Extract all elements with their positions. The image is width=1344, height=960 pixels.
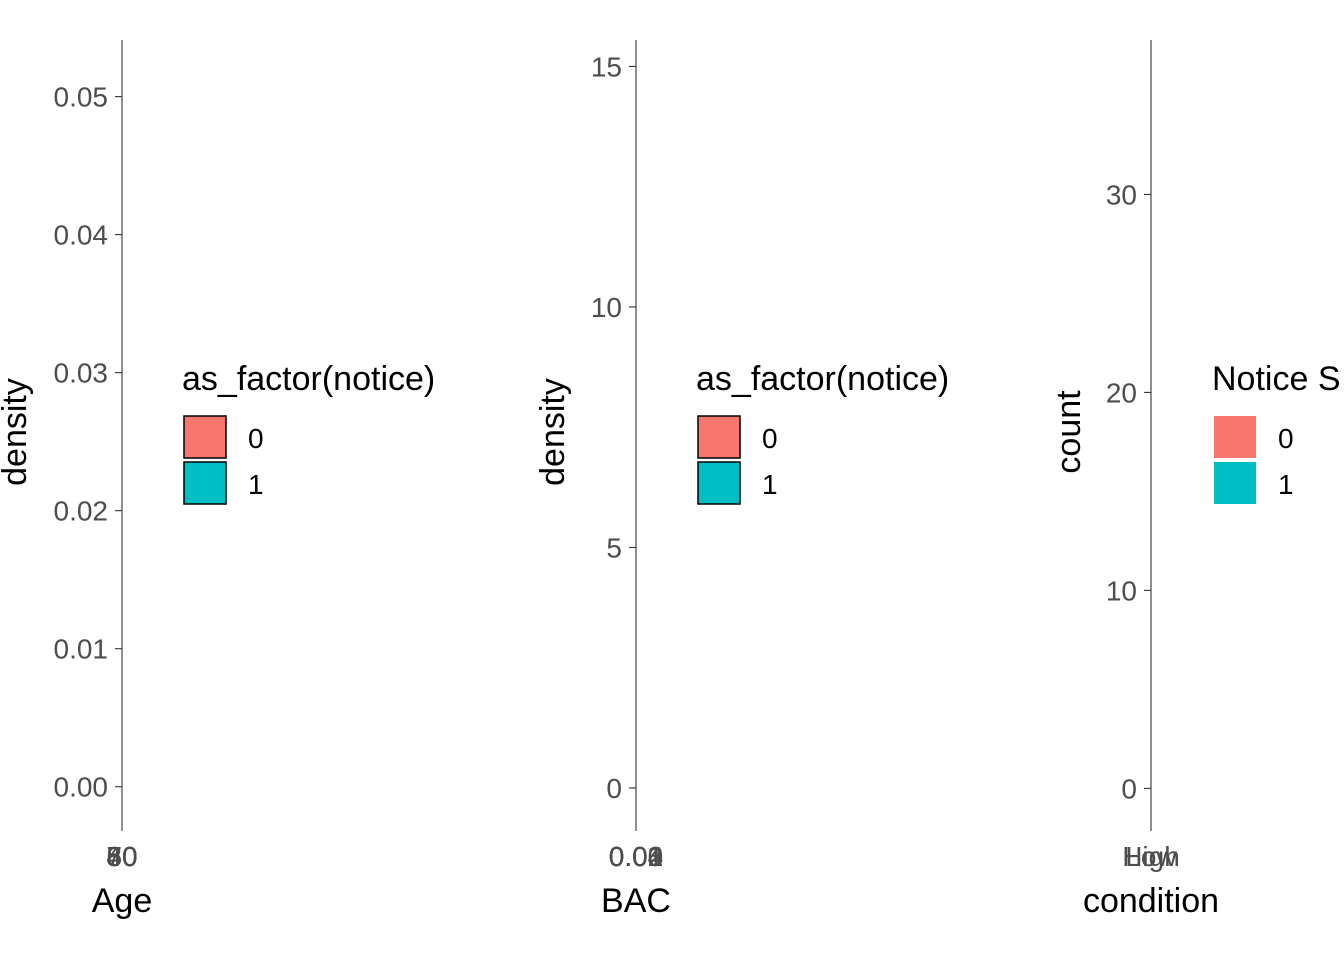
legend-title: as_factor(notice) bbox=[696, 360, 949, 398]
x-tick-label: Low bbox=[1125, 841, 1177, 872]
legend-key-1 bbox=[183, 461, 227, 505]
x-axis-title: BAC bbox=[601, 882, 671, 920]
legend-label-1: 1 bbox=[248, 469, 264, 500]
y-tick-label: 0 bbox=[1121, 773, 1137, 804]
y-tick-label: 0.04 bbox=[54, 220, 109, 251]
y-tick-label: 10 bbox=[591, 292, 622, 323]
legend-label-0: 0 bbox=[248, 423, 264, 454]
x-tick-label: 0.01 bbox=[609, 841, 664, 872]
y-tick-label: 15 bbox=[591, 51, 622, 82]
x-tick-label: 40 bbox=[106, 841, 137, 872]
x-tick-label: High bbox=[1122, 841, 1180, 872]
legend-label-0: 0 bbox=[762, 423, 778, 454]
y-tick-label: 5 bbox=[606, 532, 622, 563]
legend: Notice S 0 1 bbox=[1212, 360, 1341, 504]
x-tick-label: 80 bbox=[106, 841, 137, 872]
x-axis-title: condition bbox=[1083, 882, 1219, 920]
x-tick-label: 0.00 bbox=[609, 841, 664, 872]
y-tick-label: 30 bbox=[1106, 179, 1137, 210]
legend-title: as_factor(notice) bbox=[182, 360, 435, 398]
legend-key-0 bbox=[1214, 416, 1256, 458]
y-tick-label: 0 bbox=[606, 773, 622, 804]
x-tick-label: 0.03 bbox=[609, 841, 664, 872]
x-tick-label: 60 bbox=[106, 841, 137, 872]
legend-key-0 bbox=[183, 415, 227, 459]
legend: as_factor(notice) 0 1 bbox=[696, 360, 949, 505]
y-tick-label: 0.01 bbox=[54, 634, 109, 665]
y-axis-title: density bbox=[0, 378, 34, 486]
legend-key-1 bbox=[697, 461, 741, 505]
legend-key-0 bbox=[697, 415, 741, 459]
y-axis-title: count bbox=[1050, 390, 1088, 474]
x-axis-title: Age bbox=[92, 882, 153, 920]
x-tick-label: 70 bbox=[106, 841, 137, 872]
x-tick-label: 0.04 bbox=[609, 841, 664, 872]
y-tick-label: 10 bbox=[1106, 575, 1137, 606]
y-tick-label: 0.00 bbox=[54, 772, 109, 803]
y-tick-label: 0.05 bbox=[54, 82, 109, 113]
legend-key-1 bbox=[1214, 462, 1256, 504]
y-tick-label: 0.03 bbox=[54, 358, 109, 389]
legend-label-1: 1 bbox=[762, 469, 778, 500]
x-tick-label: 0.02 bbox=[609, 841, 664, 872]
legend: as_factor(notice) 0 1 bbox=[182, 360, 435, 505]
legend-label-1: 1 bbox=[1278, 469, 1294, 500]
x-tick-label: 50 bbox=[106, 841, 137, 872]
y-axis-title: density bbox=[534, 378, 572, 486]
y-tick-label: 20 bbox=[1106, 377, 1137, 408]
y-tick-label: 0.02 bbox=[54, 496, 109, 527]
legend-title: Notice S bbox=[1212, 360, 1341, 398]
legend-label-0: 0 bbox=[1278, 423, 1294, 454]
